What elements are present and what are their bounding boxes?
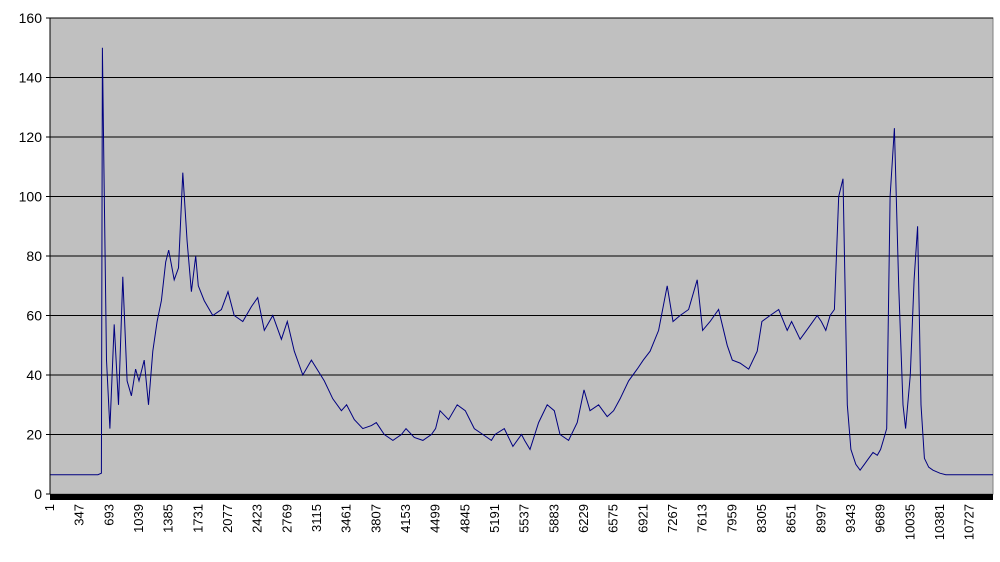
x-tick-label: 3807 xyxy=(368,504,383,533)
x-tick-label: 7613 xyxy=(695,504,710,533)
x-tick-label: 4845 xyxy=(457,504,472,533)
x-tick-label: 1039 xyxy=(131,504,146,533)
x-tick-label: 4499 xyxy=(428,504,443,533)
x-tick-label: 2423 xyxy=(250,504,265,533)
x-tick-label: 4153 xyxy=(398,504,413,533)
y-tick-label: 140 xyxy=(19,70,43,86)
x-tick-label: 10727 xyxy=(962,504,977,540)
y-tick-label: 60 xyxy=(26,308,42,324)
x-tick-label: 7959 xyxy=(724,504,739,533)
x-tick-label: 6229 xyxy=(576,504,591,533)
x-tick-label: 10035 xyxy=(902,504,917,540)
x-tick-label: 10381 xyxy=(932,504,947,540)
x-tick-label: 8651 xyxy=(784,504,799,533)
y-tick-label: 160 xyxy=(19,10,43,26)
x-axis-line xyxy=(50,494,993,500)
x-tick-label: 2077 xyxy=(220,504,235,533)
x-tick-label: 8997 xyxy=(813,504,828,533)
x-tick-label: 5883 xyxy=(546,504,561,533)
x-tick-label: 2769 xyxy=(279,504,294,533)
x-tick-label: 1 xyxy=(42,504,57,511)
x-tick-label: 5537 xyxy=(517,504,532,533)
x-tick-label: 3461 xyxy=(339,504,354,533)
x-tick-label: 9343 xyxy=(843,504,858,533)
x-tick-label: 8305 xyxy=(754,504,769,533)
gridlines xyxy=(50,17,993,435)
x-tick-label: 1731 xyxy=(190,504,205,533)
x-tick-label: 6921 xyxy=(635,504,650,533)
x-tick-label: 5191 xyxy=(487,504,502,533)
x-tick-label: 1385 xyxy=(161,504,176,533)
x-axis: 1 347 693 1039 1385 1731 2077 2423 2769 3115 3461 3… xyxy=(42,494,993,540)
y-tick-label: 20 xyxy=(26,427,42,443)
y-tick-label: 100 xyxy=(19,189,43,205)
x-tick-label: 6575 xyxy=(606,504,621,533)
y-axis: 0 20 40 60 80 100 120 140 160 xyxy=(19,10,51,502)
y-tick-label: 0 xyxy=(34,486,42,502)
y-tick-label: 80 xyxy=(26,248,42,264)
x-tick-label: 347 xyxy=(72,504,87,526)
y-tick-label: 40 xyxy=(26,367,42,383)
series-line xyxy=(50,47,993,476)
y-tick-label: 120 xyxy=(19,129,43,145)
x-tick-label: 9689 xyxy=(873,504,888,533)
x-tick-label: 693 xyxy=(101,504,116,526)
x-tick-label: 3115 xyxy=(309,504,324,532)
x-tick-label: 7267 xyxy=(665,504,680,533)
